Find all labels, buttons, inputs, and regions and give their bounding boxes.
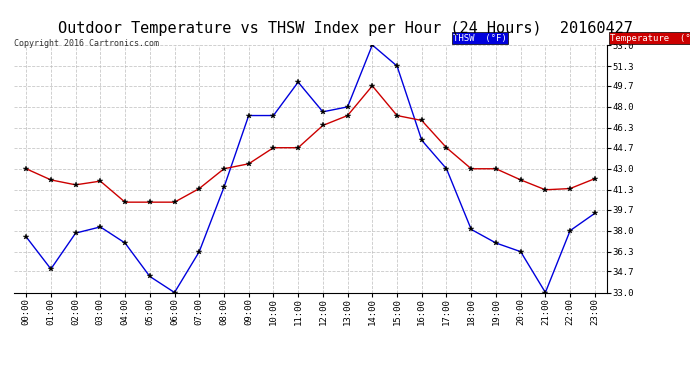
Text: THSW  (°F): THSW (°F) bbox=[453, 33, 506, 42]
Text: Temperature  (°F): Temperature (°F) bbox=[610, 33, 690, 42]
Text: Copyright 2016 Cartronics.com: Copyright 2016 Cartronics.com bbox=[14, 39, 159, 48]
Text: Outdoor Temperature vs THSW Index per Hour (24 Hours)  20160427: Outdoor Temperature vs THSW Index per Ho… bbox=[57, 21, 633, 36]
